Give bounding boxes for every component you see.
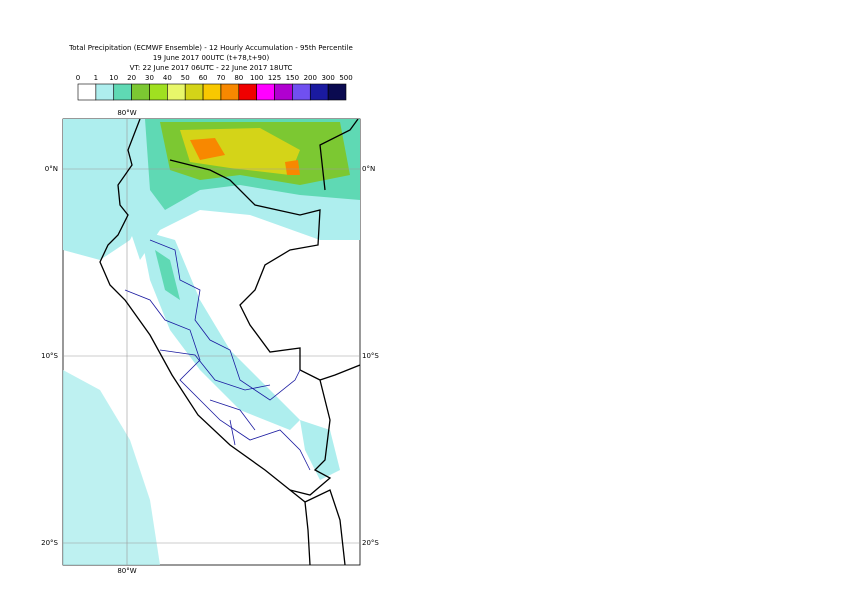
- legend-label: 70: [216, 74, 225, 82]
- legend-label: 150: [286, 74, 299, 82]
- legend-swatch: [274, 83, 293, 101]
- legend-swatch: [256, 83, 275, 101]
- legend-swatch: [184, 83, 204, 101]
- subtitle: 19 June 2017 00UTC (t+78,t+90): [153, 54, 270, 62]
- legend-swatch: [131, 83, 150, 101]
- lat-label: 20°S: [41, 539, 58, 547]
- legend-label: 500: [339, 74, 352, 82]
- title: Total Precipitation (ECMWF Ensemble) - 1…: [68, 44, 353, 52]
- lat-label: 20°S: [362, 539, 379, 547]
- legend-label: 100: [250, 74, 263, 82]
- legend-label: 1: [94, 74, 98, 82]
- legend: 0 1 10 20 30 40 50 60 70 80 100 125 150 200 300 500: [76, 74, 353, 101]
- legend-swatch: [327, 83, 347, 101]
- legend-label: 200: [304, 74, 317, 82]
- legend-swatch: [77, 83, 97, 101]
- precipitation: [63, 119, 360, 565]
- lon-label: 80°W: [117, 567, 136, 575]
- legend-label: 125: [268, 74, 281, 82]
- map: [62, 118, 361, 566]
- lat-label: 0°N: [362, 165, 375, 173]
- legend-label: 10: [109, 74, 118, 82]
- subtitle: VT: 22 June 2017 06UTC - 22 June 2017 18…: [130, 64, 293, 72]
- lat-label: 0°N: [45, 165, 58, 173]
- legend-swatch: [292, 83, 311, 101]
- legend-swatch: [149, 83, 168, 101]
- legend-swatch: [309, 83, 329, 101]
- lat-label: 10°S: [362, 352, 379, 360]
- legend-swatch: [238, 83, 257, 101]
- legend-label: 60: [199, 74, 208, 82]
- lat-label: 10°S: [41, 352, 58, 360]
- legend-swatch: [95, 83, 115, 101]
- legend-label: 300: [321, 74, 334, 82]
- grid: [63, 119, 360, 565]
- legend-swatch: [202, 83, 222, 101]
- legend-swatch: [167, 83, 186, 101]
- legend-label: 50: [181, 74, 190, 82]
- legend-swatch: [220, 83, 240, 101]
- legend-label: 30: [145, 74, 154, 82]
- legend-label: 40: [163, 74, 172, 82]
- legend-swatch: [113, 83, 132, 101]
- borders: [99, 119, 360, 565]
- legend-label: 0: [76, 74, 80, 82]
- legend-label: 80: [234, 74, 243, 82]
- legend-label: 20: [127, 74, 136, 82]
- lon-label: 80°W: [117, 109, 136, 117]
